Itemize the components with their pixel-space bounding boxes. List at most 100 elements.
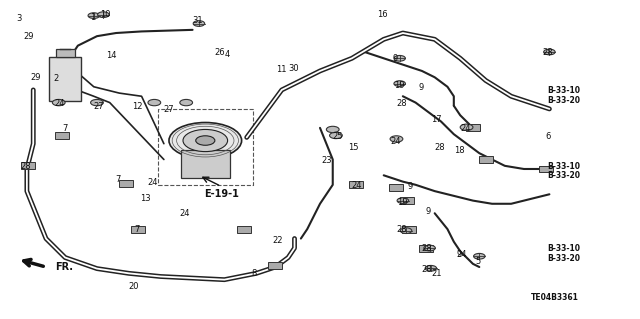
Text: 20: 20: [129, 282, 139, 291]
Text: 28: 28: [422, 244, 433, 253]
Text: 3: 3: [17, 14, 22, 23]
Text: 17: 17: [431, 115, 442, 123]
Text: 6: 6: [545, 132, 551, 141]
Text: B-33-10: B-33-10: [548, 162, 580, 171]
Text: 24: 24: [352, 181, 362, 190]
Circle shape: [390, 136, 403, 142]
Bar: [402, 226, 416, 233]
Circle shape: [543, 49, 555, 55]
Circle shape: [326, 126, 339, 133]
Text: 19: 19: [397, 198, 408, 207]
Circle shape: [460, 124, 473, 130]
Text: 24: 24: [457, 250, 467, 259]
Text: 24: 24: [460, 124, 470, 133]
Circle shape: [394, 81, 405, 86]
Bar: [399, 197, 413, 204]
Bar: [268, 262, 282, 269]
Text: 28: 28: [422, 265, 433, 274]
Text: B-33-20: B-33-20: [548, 254, 580, 263]
Text: 23: 23: [321, 156, 332, 165]
Text: 28: 28: [20, 162, 31, 171]
Circle shape: [183, 130, 228, 152]
Text: 28: 28: [543, 48, 554, 57]
Circle shape: [397, 198, 408, 204]
Text: 7: 7: [63, 124, 68, 133]
Text: 31: 31: [193, 17, 203, 26]
Circle shape: [330, 132, 342, 139]
Text: B-33-10: B-33-10: [548, 86, 580, 95]
Text: 9: 9: [418, 83, 423, 92]
Text: 24: 24: [55, 99, 65, 108]
Circle shape: [193, 21, 205, 26]
Bar: [349, 181, 363, 188]
Circle shape: [394, 56, 405, 61]
Text: 27: 27: [164, 105, 174, 114]
Text: 28: 28: [396, 99, 407, 108]
Bar: [118, 180, 132, 187]
Text: 30: 30: [288, 64, 298, 73]
Bar: [540, 166, 553, 173]
Text: B-33-20: B-33-20: [548, 171, 580, 181]
Text: 1: 1: [90, 13, 95, 22]
Circle shape: [180, 100, 193, 106]
Text: 15: 15: [349, 143, 359, 152]
Circle shape: [98, 12, 109, 18]
Text: 9: 9: [456, 250, 461, 259]
Text: 19: 19: [394, 81, 405, 90]
Bar: [55, 132, 69, 139]
Text: 24: 24: [148, 178, 158, 187]
Text: 24: 24: [180, 209, 190, 219]
Text: 16: 16: [377, 10, 388, 19]
Bar: [56, 49, 75, 57]
Text: 12: 12: [132, 102, 142, 111]
Text: 7: 7: [134, 225, 140, 234]
Circle shape: [148, 100, 161, 106]
Text: 7: 7: [115, 174, 121, 184]
Bar: [466, 124, 480, 131]
Text: 24: 24: [390, 137, 401, 146]
Bar: [21, 162, 35, 169]
Text: E-19-1: E-19-1: [204, 189, 239, 199]
Text: 9: 9: [392, 55, 398, 63]
Bar: [237, 226, 250, 233]
Circle shape: [91, 100, 103, 106]
Text: 14: 14: [106, 51, 117, 60]
Bar: [157, 109, 253, 185]
Text: 9: 9: [425, 207, 430, 216]
Bar: [49, 57, 81, 101]
Text: 27: 27: [93, 102, 104, 111]
Text: FR.: FR.: [56, 262, 74, 272]
Bar: [181, 150, 230, 178]
Text: 5: 5: [476, 257, 481, 266]
Bar: [390, 184, 403, 191]
Text: 2: 2: [54, 74, 59, 83]
Text: 21: 21: [431, 270, 442, 278]
Text: 22: 22: [272, 236, 282, 245]
Circle shape: [52, 100, 65, 106]
Circle shape: [88, 13, 100, 19]
Text: 11: 11: [276, 65, 287, 74]
Text: 29: 29: [30, 73, 40, 82]
Text: 18: 18: [454, 146, 464, 155]
Bar: [131, 226, 145, 233]
Text: 28: 28: [435, 143, 445, 152]
Text: 13: 13: [140, 194, 150, 203]
Bar: [479, 156, 493, 163]
Text: 28: 28: [396, 225, 407, 234]
Text: B-33-10: B-33-10: [548, 244, 580, 253]
Circle shape: [424, 245, 435, 251]
Text: 25: 25: [332, 132, 342, 141]
Bar: [419, 245, 433, 251]
Circle shape: [425, 265, 436, 271]
Text: B-33-20: B-33-20: [548, 96, 580, 105]
Circle shape: [169, 122, 242, 159]
Circle shape: [196, 136, 215, 145]
Circle shape: [400, 228, 412, 234]
Text: 26: 26: [214, 48, 225, 57]
Text: 8: 8: [252, 269, 257, 278]
Text: 10: 10: [100, 10, 111, 19]
Text: 9: 9: [407, 182, 412, 190]
Text: TE04B3361: TE04B3361: [531, 293, 579, 302]
Text: 29: 29: [24, 32, 34, 41]
Text: 4: 4: [225, 50, 230, 59]
